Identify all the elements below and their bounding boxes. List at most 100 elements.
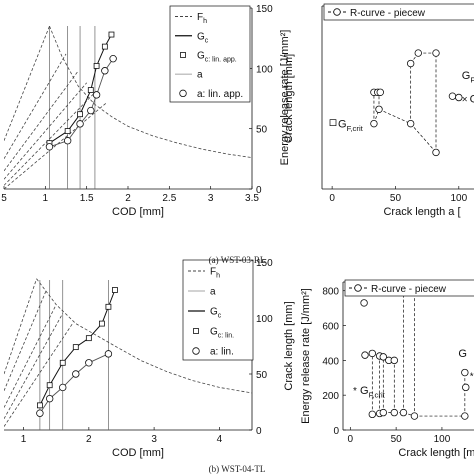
r-curve-point xyxy=(448,92,457,100)
fh-loading-curve xyxy=(4,92,96,186)
r-curve-point xyxy=(390,408,399,417)
r-curve-point xyxy=(455,93,463,102)
a-marker xyxy=(101,67,109,75)
gc-marker xyxy=(64,128,71,134)
r-curve-point xyxy=(368,410,377,419)
y-tick-label: 400 xyxy=(322,356,339,367)
a-marker xyxy=(72,370,80,378)
gc-marker xyxy=(85,335,92,342)
x-axis-label: COD [mm] xyxy=(112,206,164,218)
x-axis-label: Crack length a [ xyxy=(383,206,460,218)
x-tick-label: 1 xyxy=(43,193,49,204)
a-marker xyxy=(45,394,54,403)
legend-label: Fh xyxy=(210,267,220,280)
legend-swatch xyxy=(354,284,362,292)
x-tick-label: 50 xyxy=(391,434,403,445)
fh-loading-curve xyxy=(4,82,88,180)
r-curve-point xyxy=(461,412,469,420)
x-tick-label: 100 xyxy=(434,434,451,445)
y-tick-label: 100 xyxy=(256,314,273,325)
legend-swatch xyxy=(193,328,199,334)
legend-label: a xyxy=(197,70,203,81)
legend-box xyxy=(344,279,474,297)
legend-label: R-curve - piecew xyxy=(350,8,426,19)
gc-marker xyxy=(93,63,100,69)
r-curve-point xyxy=(406,59,415,68)
fh-envelope-curve xyxy=(49,25,252,158)
r-curve-segment xyxy=(410,123,437,153)
legend-swatch xyxy=(180,52,186,58)
x-tick-label: 5 xyxy=(1,193,7,204)
a-marker xyxy=(85,359,93,367)
fh-loading-curve xyxy=(4,70,79,172)
gc-marker xyxy=(59,359,66,366)
legend-label: R-curve - piecew xyxy=(371,284,447,295)
gc-marker xyxy=(36,402,43,409)
legend-swatch xyxy=(179,89,187,98)
x-tick-label: 2 xyxy=(86,434,92,445)
r-curve-point xyxy=(406,119,415,128)
y-tick-label: 50 xyxy=(256,125,268,136)
gc-marker xyxy=(98,320,105,327)
annotation-label: G xyxy=(458,348,467,360)
y-axis-label: Crack length [mm] xyxy=(283,301,295,390)
y-tick-label: 150 xyxy=(256,258,273,269)
y-axis-label: Energy release rate [J/mm²] xyxy=(300,288,312,424)
legend-label: Gc xyxy=(197,31,209,44)
fh-loading-curve xyxy=(4,289,47,391)
r-curve-point xyxy=(360,299,368,307)
gc-marker xyxy=(87,87,94,93)
r-curve-point xyxy=(432,49,440,57)
fh-envelope-curve xyxy=(36,278,252,394)
x-tick-label: 3 xyxy=(208,193,214,204)
a-marker xyxy=(104,350,113,358)
gc-marker xyxy=(105,303,112,310)
legend-swatch xyxy=(333,8,341,16)
r-curve-point xyxy=(461,368,469,377)
legend-label: a xyxy=(210,287,216,298)
a-marker xyxy=(63,137,72,145)
fh-loading-curve xyxy=(4,313,64,419)
legend-label: a: lin. xyxy=(210,347,234,358)
gc-marker xyxy=(46,382,53,389)
annotation-label: G xyxy=(470,94,474,106)
legend-label: Gc xyxy=(210,307,222,320)
legend-label: Gc: lin. app. xyxy=(197,50,237,63)
gc-marker xyxy=(101,43,108,50)
y-tick-label: 0 xyxy=(256,185,262,196)
r-curve-point xyxy=(414,49,422,57)
r-curve-point xyxy=(462,383,470,392)
legend-box xyxy=(182,259,254,361)
legend-box xyxy=(323,3,474,21)
r-curve-point xyxy=(432,148,440,157)
y-axis-label: Crack length [mm] xyxy=(283,54,295,143)
y-tick-label: 100 xyxy=(256,64,273,75)
a-marker xyxy=(59,383,67,392)
annotation-marker: * xyxy=(470,372,474,383)
legend-label: a: lin. app. xyxy=(197,89,243,100)
x-tick-label: 3.5 xyxy=(245,193,259,204)
annotation-marker xyxy=(329,119,337,126)
r-curve-point xyxy=(399,408,408,417)
r-curve-point xyxy=(370,119,378,128)
annotation-marker: * xyxy=(353,386,357,397)
gc-marker xyxy=(108,31,115,38)
y-tick-label: 0 xyxy=(333,426,339,437)
annotation-marker: × xyxy=(462,95,468,106)
fh-loading-curve xyxy=(4,304,57,408)
x-tick-label: 1 xyxy=(21,434,27,445)
y-tick-label: 800 xyxy=(322,287,339,298)
gc-marker xyxy=(112,287,118,293)
a-marker xyxy=(92,91,101,99)
x-axis-label: COD [mm] xyxy=(112,447,164,459)
a-marker xyxy=(76,120,84,128)
x-tick-label: 3 xyxy=(151,434,157,445)
a-marker xyxy=(45,143,54,151)
r-curve-segment xyxy=(378,108,411,124)
r-curve-point xyxy=(379,408,388,417)
y-tick-label: 600 xyxy=(322,322,339,333)
fh-loading-curve xyxy=(4,323,73,427)
x-tick-label: 2.5 xyxy=(162,193,176,204)
x-tick-label: 4 xyxy=(217,434,223,445)
fh-loading-curve xyxy=(4,278,37,375)
